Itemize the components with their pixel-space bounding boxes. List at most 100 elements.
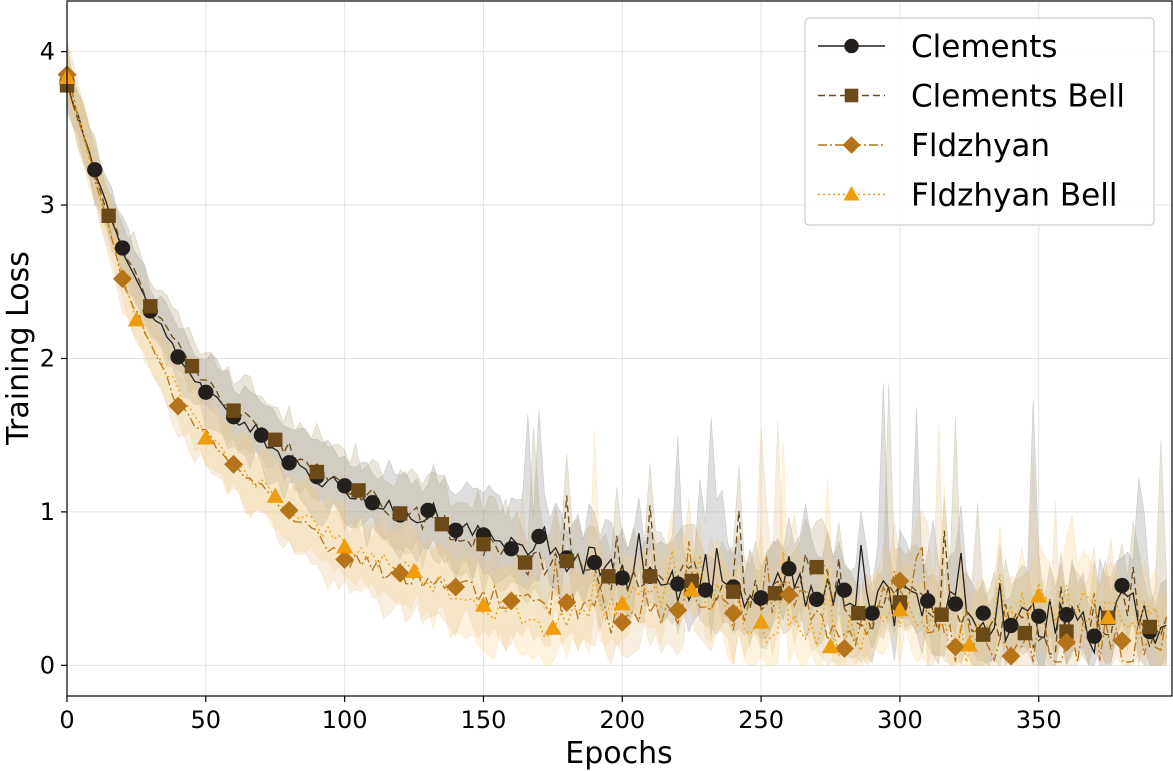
series-markers: [57, 65, 1158, 666]
marker-clements-bell: [1017, 625, 1033, 641]
legend-label-fldzhyan: Fldzhyan: [911, 128, 1050, 164]
marker-fldzhyan-bell: [405, 562, 423, 579]
marker-clements: [1086, 628, 1102, 644]
marker-clements: [781, 561, 797, 577]
marker-clements: [697, 582, 714, 598]
marker-clements: [753, 590, 769, 606]
marker-fldzhyan-bell: [683, 581, 701, 597]
marker-fldzhyan-bell: [891, 601, 909, 617]
legend-label-clements: Clements: [911, 29, 1058, 65]
legend-label-clements-bell: Clements Bell: [911, 79, 1125, 115]
y-tick-label: 0: [40, 651, 55, 679]
marker-fldzhyan: [723, 603, 743, 623]
marker-clements-bell: [1142, 619, 1157, 635]
marker-clements: [198, 384, 214, 400]
marker-fldzhyan: [612, 612, 632, 632]
marker-clements: [170, 349, 186, 365]
legend-marker-fldzhyan-bell: [843, 186, 860, 201]
marker-clements-bell: [517, 555, 533, 570]
marker-fldzhyan-bell: [752, 613, 770, 629]
marker-clements-bell: [809, 559, 824, 575]
marker-clements-bell: [392, 506, 408, 521]
marker-fldzhyan: [501, 591, 521, 611]
line-fldzhyan: [66, 71, 1168, 663]
marker-fldzhyan: [279, 500, 299, 520]
band-clements: [66, 44, 1167, 667]
marker-clements-bell: [434, 516, 450, 532]
marker-fldzhyan-bell: [474, 596, 493, 612]
legend-label-fldzhyan-bell: Fldzhyan Bell: [911, 178, 1117, 214]
marker-fldzhyan: [1112, 631, 1132, 651]
marker-clements: [975, 605, 991, 621]
marker-fldzhyan-bell: [544, 619, 562, 635]
marker-clements-bell: [976, 627, 991, 642]
y-axis-label: Training Loss: [1, 251, 36, 446]
marker-fldzhyan-bell: [613, 594, 631, 611]
legend-marker-clements: [844, 38, 859, 54]
marker-clements: [420, 502, 436, 519]
marker-fldzhyan: [224, 454, 244, 474]
marker-clements: [364, 495, 381, 511]
x-tick-label: 200: [599, 706, 645, 734]
legend: Clements Clements Bell Fldzhyan Fldzhyan Be…: [804, 17, 1155, 226]
y-tick-label: 2: [40, 344, 55, 372]
marker-clements-bell: [601, 569, 616, 584]
marker-clements-bell: [101, 208, 116, 223]
plot-frame: [66, 0, 1173, 697]
marker-clements: [670, 576, 686, 592]
marker-clements-bell: [684, 573, 699, 589]
marker-clements-bell: [559, 553, 574, 569]
marker-clements-bell: [143, 299, 158, 314]
marker-fldzhyan: [668, 600, 688, 620]
marker-fldzhyan-bell: [960, 636, 978, 652]
x-tick-label: 150: [461, 706, 507, 734]
marker-fldzhyan-bell: [266, 487, 284, 503]
marker-clements: [1114, 577, 1130, 594]
x-axis-label: Epochs: [565, 736, 673, 771]
marker-clements: [808, 591, 825, 607]
marker-fldzhyan: [335, 550, 355, 569]
marker-clements-bell: [767, 586, 783, 601]
marker-clements: [448, 522, 464, 538]
marker-clements: [947, 596, 964, 612]
marker-clements-bell: [268, 432, 283, 447]
marker-fldzhyan-bell: [1099, 608, 1117, 625]
marker-clements: [531, 528, 547, 545]
marker-fldzhyan-bell: [197, 429, 215, 445]
marker-clements-bell: [934, 607, 949, 622]
marker-fldzhyan: [557, 592, 577, 612]
marker-clements-bell: [476, 536, 491, 552]
marker-clements: [87, 162, 103, 178]
marker-fldzhyan: [945, 637, 965, 657]
marker-clements-bell: [726, 584, 741, 599]
confidence-bands: [66, 39, 1167, 667]
marker-clements: [1058, 607, 1075, 623]
marker-clements: [1031, 608, 1047, 624]
marker-clements-bell: [851, 605, 866, 621]
x-tick-label: 100: [322, 706, 368, 734]
x-tick-label: 250: [738, 706, 784, 734]
marker-clements-bell: [1059, 624, 1074, 639]
marker-clements: [253, 427, 269, 443]
x-tick-label: 50: [191, 706, 222, 734]
line-clements: [66, 79, 1167, 656]
marker-clements: [503, 541, 519, 557]
x-tick-label: 0: [59, 706, 74, 734]
marker-fldzhyan: [390, 563, 410, 583]
marker-clements: [281, 455, 297, 471]
band-fldzhyan-bell: [66, 52, 1167, 667]
marker-fldzhyan: [1057, 632, 1076, 652]
marker-clements: [614, 570, 630, 586]
marker-fldzhyan-bell: [821, 637, 840, 654]
legend-marker-fldzhyan: [842, 136, 861, 154]
marker-fldzhyan-bell: [127, 311, 145, 327]
marker-fldzhyan-bell: [1030, 587, 1048, 603]
marker-clements-bell: [184, 358, 200, 374]
marker-fldzhyan-bell: [336, 538, 354, 554]
y-tick-label: 4: [40, 38, 55, 66]
band-fldzhyan: [66, 39, 1167, 667]
marker-clements: [114, 240, 131, 256]
marker-clements: [336, 478, 353, 494]
x-tick-label: 350: [1016, 706, 1062, 734]
